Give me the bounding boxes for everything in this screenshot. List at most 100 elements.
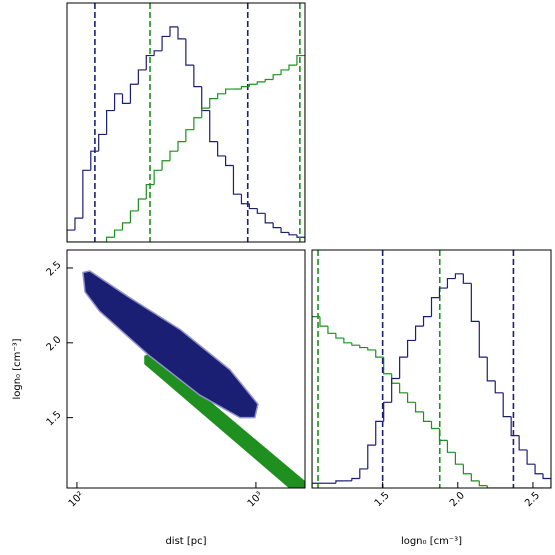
histogram-step	[248, 83, 258, 87]
histogram-step	[478, 480, 488, 487]
x-tick-label: 2.0	[448, 490, 467, 509]
histogram-step	[486, 485, 496, 488]
plot-area	[67, 3, 305, 242]
histogram-step	[542, 473, 551, 488]
histogram-step	[526, 449, 536, 465]
histogram-step	[383, 357, 392, 375]
histogram-step	[113, 93, 123, 111]
histogram-step	[185, 38, 194, 66]
x-tick-label: 10³	[246, 490, 266, 510]
histogram-step	[288, 232, 297, 236]
histogram-step	[375, 420, 384, 446]
histogram-step	[240, 86, 250, 90]
histogram-step	[422, 411, 432, 422]
y-tick-label: 2.5	[45, 260, 64, 279]
histogram-step	[288, 64, 297, 70]
histogram-step	[383, 401, 392, 422]
histogram-step	[185, 129, 194, 142]
histogram-step	[225, 155, 234, 167]
histogram-step	[359, 345, 368, 349]
histogram-step	[494, 380, 504, 394]
histogram-step	[264, 78, 274, 82]
histogram-step	[367, 444, 376, 469]
histogram-step	[209, 98, 218, 109]
x-axis-label: logn₀ [cm⁻³]	[401, 536, 462, 547]
histogram-step	[446, 277, 456, 289]
y-tick-label: 2.0	[45, 334, 64, 353]
histogram-step	[106, 109, 115, 135]
histogram-step	[430, 421, 440, 430]
histogram-step	[90, 150, 99, 171]
histogram-step	[470, 473, 480, 482]
histogram-step	[193, 117, 202, 130]
histogram-step	[67, 229, 75, 242]
histogram-step	[217, 93, 226, 99]
histogram-step	[486, 357, 496, 382]
histogram-step	[74, 217, 83, 231]
histogram-step	[470, 283, 480, 322]
histogram-step	[438, 428, 448, 441]
histogram-step	[121, 222, 131, 231]
histogram-step	[137, 69, 147, 85]
plot-area	[82, 270, 305, 488]
histogram-step	[454, 273, 464, 279]
histogram-step	[232, 165, 242, 195]
histogram-step	[534, 464, 544, 475]
histogram-step	[280, 227, 289, 234]
histogram-step	[438, 287, 448, 298]
histogram-step	[201, 86, 210, 112]
histogram-step	[319, 316, 328, 327]
x-axis-label: dist [pc]	[165, 536, 206, 547]
histogram-step	[161, 35, 170, 51]
histogram-step	[399, 383, 408, 394]
histogram-step	[414, 325, 424, 341]
histogram-step	[153, 169, 163, 185]
histogram-step	[177, 26, 186, 40]
histogram-step	[129, 83, 139, 104]
histogram-step	[502, 392, 512, 418]
histogram-step	[414, 402, 424, 413]
x-tick-label: 10²	[67, 490, 87, 510]
histogram-step	[264, 213, 274, 224]
histogram-step	[169, 26, 179, 37]
histogram-step	[256, 208, 266, 214]
histogram-step	[351, 477, 360, 481]
histogram-step	[422, 316, 432, 327]
histogram-step	[375, 349, 384, 358]
histogram-step	[272, 222, 282, 229]
histogram-step	[335, 480, 344, 484]
histogram-step	[217, 141, 226, 157]
histogram-step	[272, 74, 282, 80]
histogram-step	[462, 273, 472, 284]
histogram-step	[510, 416, 520, 437]
histogram-step	[327, 326, 336, 334]
histogram-step	[153, 50, 163, 56]
x-tick-label: 2.5	[523, 490, 542, 509]
histogram-step	[145, 184, 155, 199]
histogram-step	[446, 440, 456, 453]
histogram-step	[312, 482, 320, 488]
histogram-step	[359, 468, 368, 479]
histogram-step	[145, 54, 155, 70]
histogram-step	[169, 150, 179, 161]
x-tick-label: 1.5	[373, 490, 392, 509]
histogram-step	[351, 342, 360, 346]
histogram-step	[106, 236, 115, 242]
histogram-step	[113, 229, 123, 238]
y-tick-label: 1.5	[45, 409, 64, 428]
histogram-step	[161, 160, 170, 171]
histogram-step	[462, 464, 472, 475]
histogram-step	[407, 339, 416, 358]
histogram-step	[430, 297, 440, 317]
histogram-step	[240, 194, 250, 205]
histogram-step	[399, 356, 408, 379]
histogram-step	[518, 435, 528, 451]
panel-frame	[311, 249, 552, 489]
histogram-step	[248, 203, 258, 210]
histogram-step	[296, 234, 305, 242]
histogram-step	[98, 133, 107, 152]
panel-frame	[66, 249, 306, 489]
contour-region	[82, 270, 259, 419]
histogram-step	[177, 141, 186, 152]
